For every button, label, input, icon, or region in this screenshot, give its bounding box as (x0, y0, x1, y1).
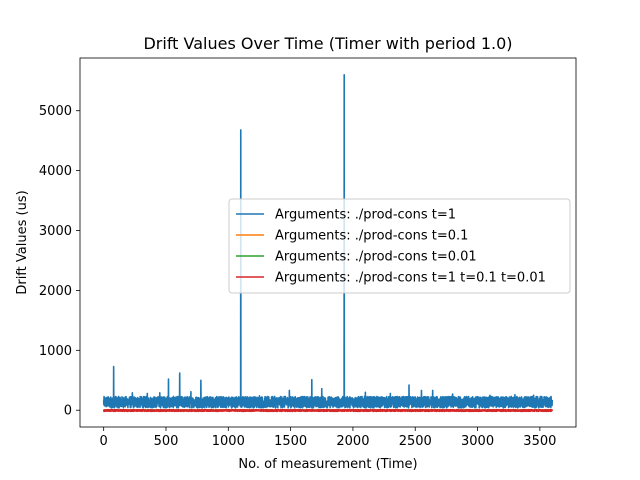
legend-label: Arguments: ./prod-cons t=1 (275, 208, 456, 223)
y-tick-label: 4000 (39, 164, 72, 179)
x-tick-label: 2000 (336, 434, 369, 449)
y-tick-label: 1000 (39, 344, 72, 359)
x-tick-label: 3000 (461, 434, 494, 449)
series-line-4 (102, 408, 553, 413)
x-tick-label: 0 (100, 434, 108, 449)
x-tick-label: 3500 (523, 434, 556, 449)
y-tick-label: 3000 (39, 224, 72, 239)
plot-area (79, 57, 577, 428)
y-tick-label: 5000 (39, 104, 72, 119)
legend-box (228, 198, 571, 294)
plot-frame (79, 57, 577, 428)
series-line-1 (102, 73, 553, 409)
legend-label: Arguments: ./prod-cons t=0.01 (275, 250, 477, 265)
x-axis-ticks: 0 500 1000 1500 2000 2500 3000 3500 (100, 427, 556, 449)
y-tick-label: 2000 (39, 284, 72, 299)
y-axis-label: Drift Values (us) (15, 190, 30, 294)
x-tick-label: 500 (154, 434, 179, 449)
series-layer (102, 73, 553, 413)
x-axis-label: No. of measurement (Time) (238, 457, 417, 472)
y-tick-label: 0 (64, 404, 72, 419)
legend-label: Arguments: ./prod-cons t=1 t=0.1 t=0.01 (275, 271, 546, 286)
x-tick-label: 1000 (212, 434, 245, 449)
chart-title: Drift Values Over Time (Timer with perio… (143, 34, 512, 53)
x-tick-label: 2500 (399, 434, 432, 449)
y-axis-ticks: 0 1000 2000 3000 4000 5000 (39, 104, 80, 419)
legend-label: Arguments: ./prod-cons t=0.1 (275, 229, 468, 244)
x-tick-label: 1500 (274, 434, 307, 449)
legend: Arguments: ./prod-cons t=1 Arguments: ./p… (228, 198, 571, 294)
